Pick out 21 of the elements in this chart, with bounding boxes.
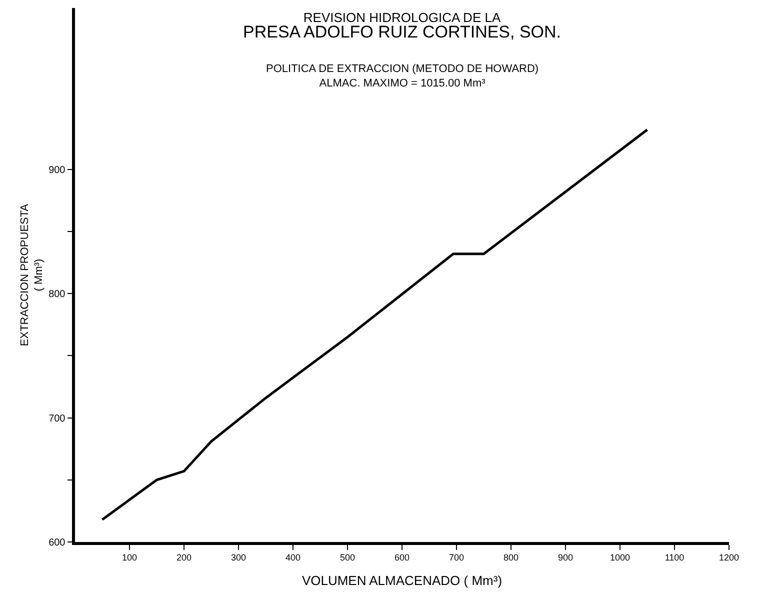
x-tick-label: 700: [448, 552, 464, 563]
x-tick-label: 900: [558, 552, 574, 563]
x-tick-label: 600: [394, 552, 410, 563]
line-series: [101, 128, 648, 521]
y-tick-label: 900: [48, 164, 66, 176]
text: POLITICA DE EXTRACCION (METODO DE HOWARD) ALMAC. MAXIMO = 1015.00 Mm³: [266, 63, 539, 90]
x-tick-label: 300: [230, 552, 246, 563]
y-tick-label: 600: [48, 538, 66, 548]
x-tick-label: 800: [503, 552, 519, 563]
x-tick-label: 1200: [718, 552, 740, 563]
y-tick-label: 700: [48, 413, 66, 424]
y-tick-label: 800: [48, 289, 66, 300]
x-tick-label: 1100: [664, 552, 684, 563]
text: REVISION HIDROLOGICA DE LA PRESA ADOLFO RUIZ CORTINES, SON.: [243, 10, 562, 42]
y-axis-title: EXTRACCION PROPUESTA ( Mm³): [18, 203, 46, 346]
x-tick-label: 1000: [610, 552, 630, 563]
x-tick-label: 400: [285, 552, 301, 563]
x-axis-title: VOLUMEN ALMACENADO ( Mm³): [302, 573, 502, 588]
x-tick-label: 100: [122, 552, 138, 563]
x-tick-label: 200: [176, 552, 192, 563]
x-tick-label: 500: [340, 552, 356, 563]
